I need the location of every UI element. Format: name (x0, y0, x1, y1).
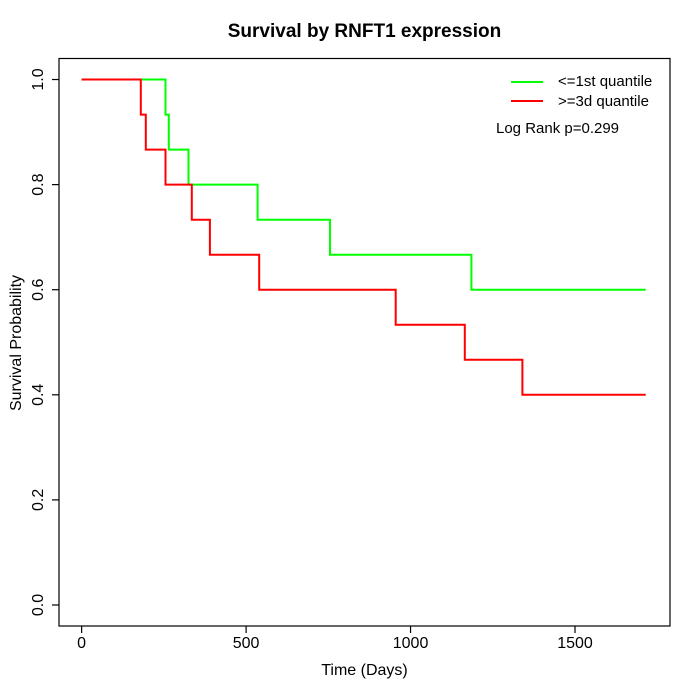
y-tick-label: 0.2 (30, 489, 47, 511)
legend-line-red (511, 100, 543, 103)
x-tick-label: 500 (233, 635, 260, 652)
y-tick-label: 0.8 (30, 173, 47, 195)
y-tick-label: 1.0 (30, 68, 47, 90)
x-axis-title: Time (Days) (321, 662, 408, 679)
legend-entry-group2: >=3d quantile (511, 92, 652, 112)
km-curve (81, 78, 646, 396)
y-axis-title: Survival Probability (8, 274, 25, 412)
legend: <=1st quantile >=3d quantile (511, 72, 652, 111)
km-curve (81, 78, 646, 291)
y-tick-label: 0.4 (30, 384, 47, 406)
y-tick-label: 0.6 (30, 278, 47, 300)
x-tick-label: 1000 (393, 635, 429, 652)
plot-box (58, 57, 671, 627)
legend-label-group1: <=1st quantile (558, 73, 653, 91)
x-tick-label: 1500 (557, 635, 593, 652)
legend-label-group2: >=3d quantile (558, 92, 649, 110)
logrank-pvalue: Log Rank p=0.299 (496, 120, 620, 137)
legend-entry-group1: <=1st quantile (511, 72, 652, 92)
x-tick-label: 0 (77, 635, 86, 652)
chart-title: Survival by RNFT1 expression (227, 21, 502, 42)
y-tick-label: 0.0 (30, 594, 47, 616)
legend-line-green (511, 80, 543, 83)
